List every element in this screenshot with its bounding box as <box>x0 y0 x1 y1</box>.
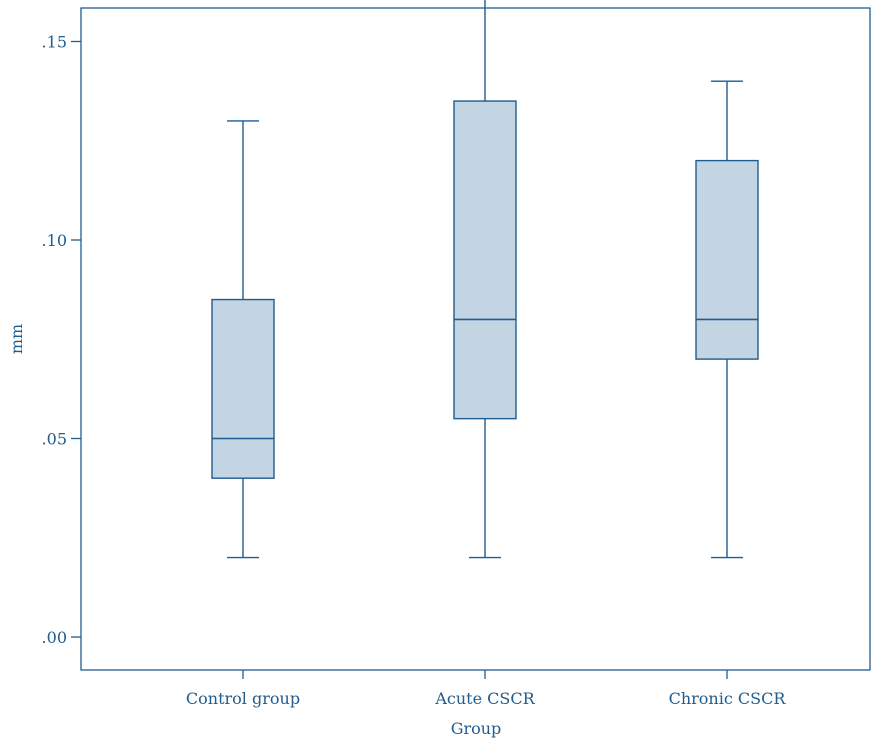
y-axis-title: mm <box>7 324 26 354</box>
y-tick-label: .05 <box>42 430 67 449</box>
x-axis: Control group Acute CSCR Chronic CSCR <box>186 670 786 708</box>
boxes <box>211 0 759 559</box>
y-tick-label: .15 <box>42 33 67 52</box>
iqr-box <box>211 298 275 479</box>
y-axis: .00.05.10.15.20.25.30 <box>42 33 81 647</box>
box-2 <box>453 0 517 559</box>
plot-frame <box>80 7 871 671</box>
y-tick-label: .00 <box>42 628 67 647</box>
x-tick-label: Acute CSCR <box>434 689 535 708</box>
x-tick-label: Chronic CSCR <box>669 689 787 708</box>
x-axis-title: Group <box>451 719 502 738</box>
x-tick-label: Control group <box>186 689 300 708</box>
iqr-box <box>695 159 759 360</box>
box-3 <box>695 80 759 559</box>
y-tick-label: .10 <box>42 231 67 250</box>
iqr-box <box>453 100 517 420</box>
box-1 <box>211 120 275 559</box>
